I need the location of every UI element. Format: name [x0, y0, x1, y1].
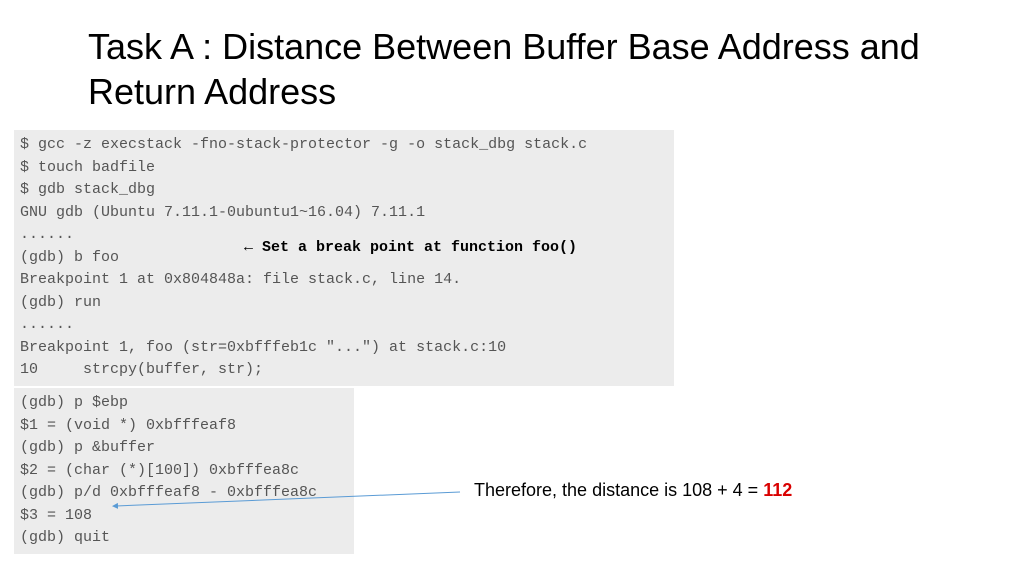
arrow-icon [110, 484, 470, 514]
conclusion-text: Therefore, the distance is 108 + 4 = 112 [474, 480, 792, 501]
arrow-line [116, 492, 460, 506]
terminal-block-top: $ gcc -z execstack -fno-stack-protector … [14, 130, 674, 386]
conclusion-result: 112 [763, 480, 792, 500]
terminal-block-bottom: (gdb) p $ebp $1 = (void *) 0xbfffeaf8 (g… [14, 388, 354, 554]
slide-title: Task A : Distance Between Buffer Base Ad… [88, 24, 948, 114]
breakpoint-annotation: ← Set a break point at function foo() [244, 239, 577, 256]
conclusion-prefix: Therefore, the distance is 108 + 4 = [474, 480, 763, 500]
